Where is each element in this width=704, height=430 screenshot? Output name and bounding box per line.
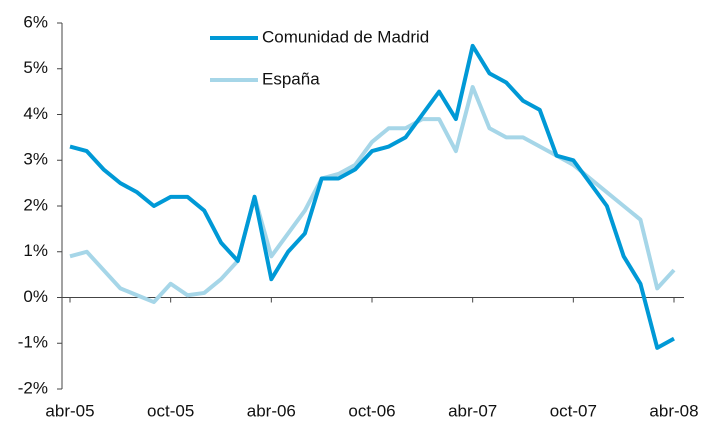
x-tick-label: abr-08 — [649, 401, 698, 420]
y-tick-label: 0% — [23, 287, 48, 306]
legend-label: Comunidad de Madrid — [262, 27, 429, 46]
x-tick-label: abr-05 — [45, 401, 94, 420]
y-tick-label: 1% — [23, 241, 48, 260]
x-tick-label: abr-07 — [448, 401, 497, 420]
legend-label: España — [262, 69, 320, 88]
y-tick-label: -2% — [18, 378, 48, 397]
y-tick-label: 6% — [23, 12, 48, 31]
series-line — [69, 43, 675, 350]
x-tick-label: oct-06 — [348, 401, 395, 420]
y-tick-label: 5% — [23, 58, 48, 77]
series-line — [69, 85, 676, 305]
x-tick-label: oct-07 — [550, 401, 597, 420]
y-tick-label: 4% — [23, 104, 48, 123]
y-tick-label: 3% — [23, 150, 48, 169]
x-tick-label: oct-05 — [147, 401, 194, 420]
y-tick-label: 2% — [23, 195, 48, 214]
y-tick-label: -1% — [18, 333, 48, 352]
x-tick-label: abr-06 — [247, 401, 296, 420]
